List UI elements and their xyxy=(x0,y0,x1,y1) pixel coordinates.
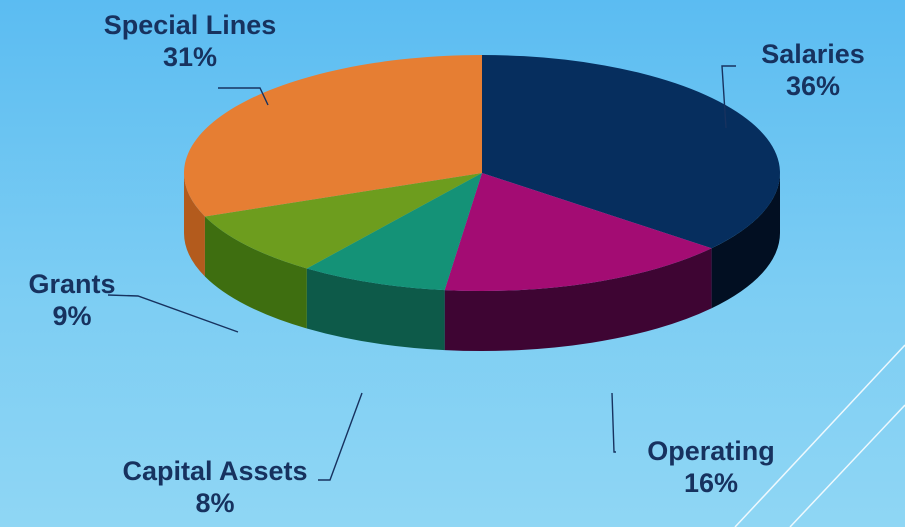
pie-slices xyxy=(184,55,781,292)
leader-line-capital-assets xyxy=(318,392,363,481)
pie-slice-capital-assets xyxy=(306,173,482,291)
label-percent: 36% xyxy=(785,71,841,101)
label-special-lines: Special Lines 31% xyxy=(70,9,310,73)
label-percent: 16% xyxy=(683,468,739,498)
label-name: Capital Assets xyxy=(122,456,308,486)
label-name: Grants xyxy=(28,269,116,299)
label-percent: 9% xyxy=(52,301,92,331)
label-grants: Grants 9% xyxy=(12,268,132,332)
leader-line-special-lines xyxy=(218,87,269,106)
leader-lines xyxy=(107,65,736,481)
pie-slice-special-lines xyxy=(184,55,482,217)
pie-slice-grants xyxy=(204,173,482,269)
label-salaries: Salaries 36% xyxy=(738,38,888,102)
pie-side-salaries xyxy=(711,173,780,309)
label-name: Operating xyxy=(647,436,775,466)
label-capital-assets: Capital Assets 8% xyxy=(90,455,340,519)
leader-line-grants xyxy=(107,294,239,333)
pie-slice-salaries xyxy=(482,55,781,249)
label-name: Special Lines xyxy=(103,10,277,40)
label-name: Salaries xyxy=(761,39,865,69)
pie-side-operating xyxy=(444,248,712,351)
label-percent: 8% xyxy=(195,488,235,518)
leader-line-salaries xyxy=(721,65,736,129)
decorative-lines xyxy=(734,344,905,527)
pie-sides xyxy=(184,173,780,351)
pie-side-grants xyxy=(204,216,307,329)
pie-side-capital-assets xyxy=(306,268,445,351)
leader-line-operating xyxy=(611,392,616,453)
label-operating: Operating 16% xyxy=(616,435,806,499)
pie-side-special-lines xyxy=(184,173,205,277)
label-percent: 31% xyxy=(162,42,218,72)
pie-slice-operating xyxy=(444,173,712,292)
